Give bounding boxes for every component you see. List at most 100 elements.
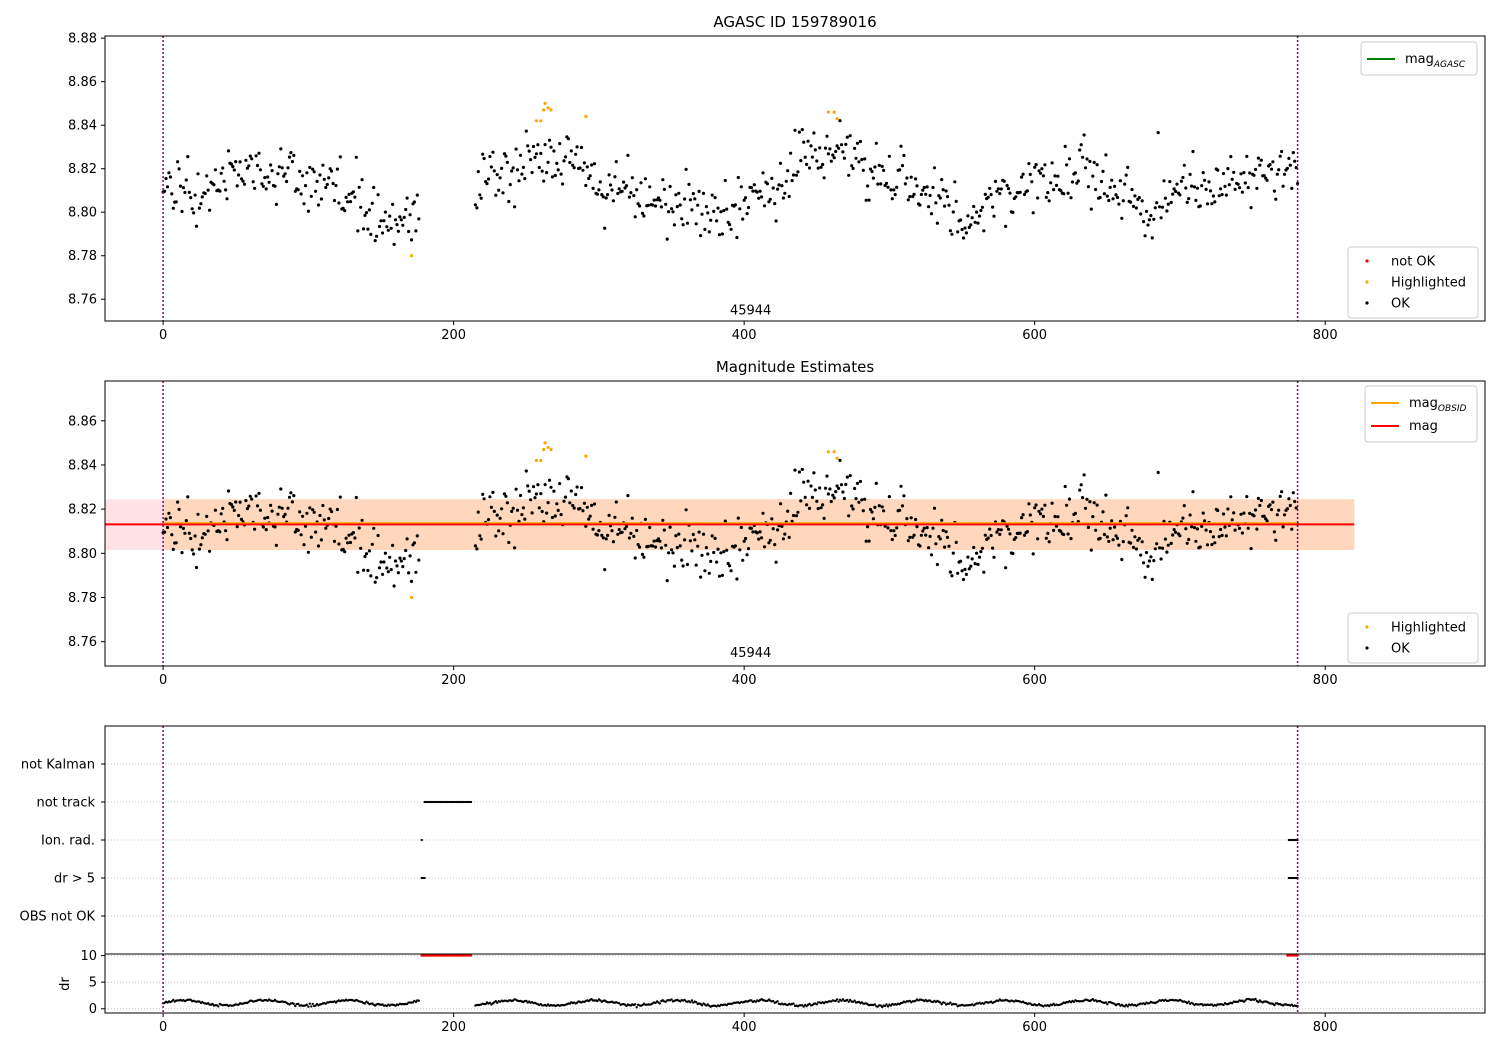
ok-point bbox=[582, 161, 587, 165]
ok-point bbox=[674, 193, 678, 197]
ok-point bbox=[476, 170, 480, 174]
ok-point bbox=[1245, 154, 1249, 158]
ok-point bbox=[219, 512, 223, 516]
ok-point bbox=[941, 188, 945, 192]
ok-point bbox=[1095, 163, 1099, 167]
dr-point bbox=[1052, 1002, 1055, 1005]
ok-point bbox=[1274, 538, 1278, 542]
dr-point bbox=[1244, 999, 1247, 1002]
ok-point bbox=[646, 203, 650, 207]
ok-point bbox=[842, 496, 847, 501]
ok-point bbox=[412, 200, 416, 204]
ok-point bbox=[518, 153, 523, 157]
dr-point bbox=[363, 1002, 367, 1005]
ok-point bbox=[1155, 201, 1159, 205]
ok-point bbox=[900, 504, 905, 508]
ok-point bbox=[212, 183, 216, 187]
ok-point bbox=[961, 577, 966, 582]
ok-point bbox=[389, 226, 393, 230]
ok-point bbox=[684, 167, 688, 171]
dr-point bbox=[1126, 1005, 1129, 1008]
ok-point bbox=[956, 230, 960, 234]
ok-point bbox=[728, 564, 732, 568]
ok-point bbox=[803, 155, 807, 159]
ok-point bbox=[578, 506, 582, 511]
ok-point bbox=[954, 540, 958, 545]
ok-point bbox=[526, 144, 530, 148]
dr-point bbox=[308, 1002, 311, 1005]
ok-point bbox=[831, 153, 835, 157]
ok-point bbox=[258, 168, 262, 172]
ok-point bbox=[1181, 175, 1185, 180]
ok-point bbox=[283, 512, 287, 516]
ok-point bbox=[1126, 165, 1130, 169]
ok-point bbox=[292, 494, 296, 498]
dr-point bbox=[211, 1002, 214, 1006]
ok-point bbox=[607, 513, 611, 518]
ok-point bbox=[366, 227, 370, 231]
ok-point bbox=[370, 542, 374, 546]
ok-point bbox=[287, 495, 292, 499]
ok-point bbox=[857, 160, 861, 164]
ok-point bbox=[552, 149, 556, 153]
ok-point bbox=[604, 537, 608, 541]
ok-point bbox=[199, 202, 203, 206]
ok-point bbox=[1220, 193, 1224, 197]
ok-point bbox=[587, 517, 591, 521]
ok-point bbox=[511, 166, 515, 170]
ok-point bbox=[375, 576, 379, 580]
ok-point bbox=[851, 507, 855, 511]
ok-point bbox=[482, 156, 486, 161]
ok-point bbox=[845, 135, 849, 139]
ok-point bbox=[927, 546, 931, 550]
ok-point bbox=[991, 546, 995, 550]
ok-point bbox=[853, 146, 857, 150]
ok-point bbox=[1014, 536, 1018, 540]
ok-point bbox=[1203, 178, 1207, 182]
ok-point bbox=[263, 516, 267, 520]
ok-point bbox=[245, 507, 249, 511]
ok-point bbox=[1043, 163, 1047, 167]
ok-point bbox=[780, 524, 784, 529]
ok-point bbox=[861, 509, 865, 513]
ok-point bbox=[778, 161, 783, 165]
ok-point bbox=[1278, 494, 1282, 498]
dr-point bbox=[840, 999, 843, 1002]
ok-point bbox=[834, 490, 838, 494]
highlighted-point bbox=[832, 450, 836, 454]
ok-point bbox=[834, 149, 838, 154]
ok-point bbox=[1280, 149, 1284, 154]
ok-point bbox=[311, 167, 315, 171]
ok-point bbox=[648, 185, 652, 189]
ok-point bbox=[405, 196, 409, 200]
ok-point bbox=[1236, 182, 1240, 186]
ok-point bbox=[312, 170, 316, 174]
ok-point bbox=[704, 546, 709, 550]
dr-point bbox=[1106, 1003, 1109, 1006]
ok-point bbox=[1281, 525, 1285, 529]
ok-point bbox=[633, 556, 637, 560]
ok-point bbox=[575, 485, 579, 489]
ok-point bbox=[1223, 184, 1227, 188]
ok-point bbox=[701, 532, 706, 536]
dr-point bbox=[857, 1000, 861, 1004]
ok-point bbox=[1094, 528, 1098, 532]
ok-point bbox=[568, 501, 572, 505]
ok-point bbox=[1124, 514, 1128, 518]
ok-point bbox=[632, 194, 636, 198]
ok-point bbox=[1146, 564, 1150, 568]
ok-point bbox=[203, 191, 207, 196]
ok-point bbox=[205, 514, 209, 519]
ok-point bbox=[595, 533, 600, 537]
ok-point bbox=[889, 529, 893, 533]
p2-ytick-label: 8.82 bbox=[68, 503, 97, 518]
ok-point bbox=[999, 187, 1003, 191]
ok-point bbox=[713, 536, 717, 541]
ok-point bbox=[237, 173, 241, 177]
ok-point bbox=[864, 539, 868, 543]
ok-point bbox=[713, 196, 717, 200]
dr-point bbox=[706, 1003, 709, 1006]
panel-magnitude-estimates: 0 200 400 600 8008.768.788.808.828.848.86Mag… bbox=[68, 358, 1486, 688]
dr-point bbox=[217, 1005, 220, 1008]
dr-point bbox=[658, 1002, 662, 1005]
